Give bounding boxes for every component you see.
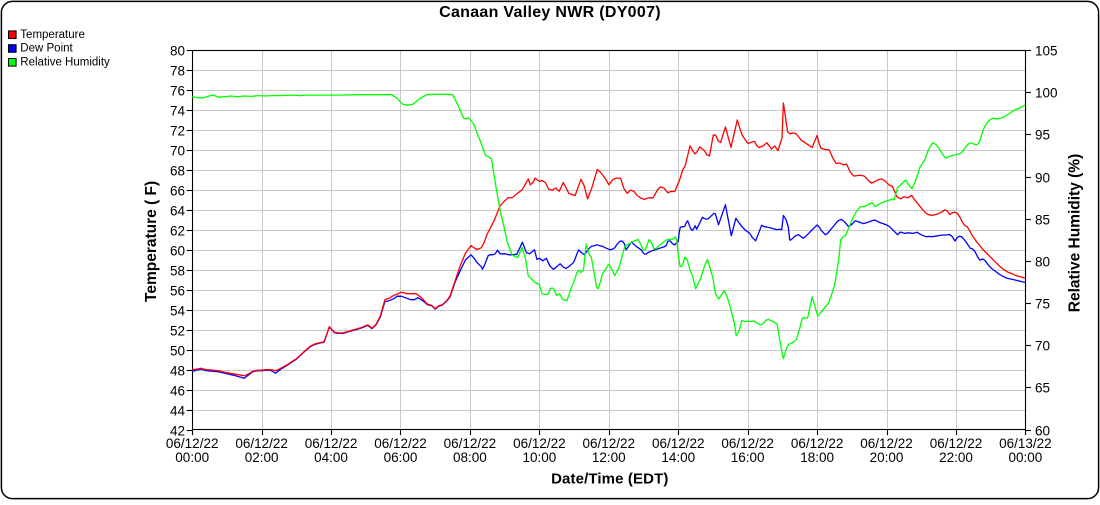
svg-text:60: 60	[1035, 423, 1050, 438]
svg-text:68: 68	[170, 163, 185, 178]
svg-text:00:00: 00:00	[175, 450, 209, 465]
svg-text:56: 56	[170, 283, 185, 298]
svg-text:85: 85	[1035, 212, 1050, 227]
svg-text:74: 74	[170, 103, 186, 118]
svg-text:66: 66	[170, 183, 185, 198]
svg-text:06/12/22: 06/12/22	[583, 436, 636, 451]
svg-text:42: 42	[170, 423, 185, 438]
svg-text:Relative Humidity: Relative Humidity	[20, 57, 110, 69]
svg-text:06/12/22: 06/12/22	[652, 436, 705, 451]
svg-text:12:00: 12:00	[592, 450, 626, 465]
svg-text:52: 52	[170, 323, 185, 338]
svg-text:Canaan Valley NWR (DY007): Canaan Valley NWR (DY007)	[439, 4, 661, 21]
svg-text:105: 105	[1035, 43, 1058, 58]
svg-text:08:00: 08:00	[453, 450, 487, 465]
svg-text:14:00: 14:00	[661, 450, 695, 465]
svg-text:06/12/22: 06/12/22	[235, 436, 288, 451]
svg-text:90: 90	[1035, 170, 1050, 185]
svg-text:78: 78	[170, 63, 185, 78]
svg-text:22:00: 22:00	[939, 450, 973, 465]
svg-text:04:00: 04:00	[314, 450, 348, 465]
svg-text:44: 44	[170, 403, 186, 418]
svg-text:06/12/22: 06/12/22	[374, 436, 427, 451]
svg-text:48: 48	[170, 363, 185, 378]
svg-text:75: 75	[1035, 296, 1050, 311]
svg-text:06/12/22: 06/12/22	[791, 436, 844, 451]
svg-text:80: 80	[1035, 254, 1050, 269]
svg-text:70: 70	[1035, 338, 1050, 353]
svg-text:100: 100	[1035, 85, 1058, 100]
svg-text:72: 72	[170, 123, 185, 138]
svg-text:Relative Humidity (%): Relative Humidity (%)	[1067, 154, 1084, 312]
svg-text:58: 58	[170, 263, 185, 278]
svg-text:65: 65	[1035, 380, 1050, 395]
svg-text:06/13/22: 06/13/22	[999, 436, 1052, 451]
svg-text:Dew Point: Dew Point	[20, 43, 73, 55]
svg-text:50: 50	[170, 343, 185, 358]
svg-text:06/12/22: 06/12/22	[860, 436, 913, 451]
svg-text:54: 54	[170, 303, 186, 318]
svg-text:20:00: 20:00	[870, 450, 904, 465]
svg-text:06/12/22: 06/12/22	[444, 436, 497, 451]
svg-text:Date/Time (EDT): Date/Time (EDT)	[551, 470, 668, 487]
svg-text:06/12/22: 06/12/22	[166, 436, 219, 451]
svg-text:00:00: 00:00	[1009, 450, 1043, 465]
svg-text:06/12/22: 06/12/22	[513, 436, 566, 451]
svg-text:62: 62	[170, 223, 185, 238]
svg-text:Temperature: Temperature	[20, 29, 85, 41]
svg-text:Temperature ( F): Temperature ( F)	[143, 181, 160, 302]
svg-text:06/12/22: 06/12/22	[721, 436, 774, 451]
svg-text:60: 60	[170, 243, 185, 258]
svg-text:10:00: 10:00	[522, 450, 556, 465]
svg-text:06:00: 06:00	[384, 450, 418, 465]
svg-text:80: 80	[170, 43, 185, 58]
svg-text:02:00: 02:00	[245, 450, 279, 465]
svg-text:64: 64	[170, 203, 186, 218]
svg-text:46: 46	[170, 383, 185, 398]
svg-text:76: 76	[170, 83, 185, 98]
svg-text:70: 70	[170, 143, 185, 158]
svg-text:06/12/22: 06/12/22	[930, 436, 983, 451]
svg-text:06/12/22: 06/12/22	[305, 436, 358, 451]
svg-text:18:00: 18:00	[800, 450, 834, 465]
svg-text:95: 95	[1035, 127, 1050, 142]
svg-text:16:00: 16:00	[731, 450, 765, 465]
